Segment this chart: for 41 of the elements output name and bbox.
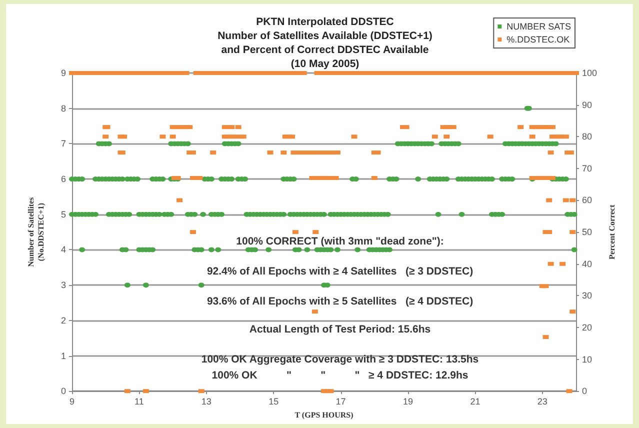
y-tick-label: 8 — [60, 103, 66, 114]
x-axis-title: T (GPS HOURS) — [294, 410, 354, 420]
y2-tick-label: 90 — [582, 100, 592, 110]
y-axis-title: Number of Satellites (No.DDSTEC+1) — [26, 197, 46, 267]
y2-tick-label: 60 — [582, 195, 592, 206]
x-tick-label: 23 — [537, 396, 548, 407]
chart-title: PKTN Interpolated DDSTEC Number of Satellites Available (DDSTEC+1) and Percent of Correct DDSTEC Available (10 May 2005) — [218, 16, 432, 70]
y-tick-label: 6 — [60, 174, 66, 184]
x-tick-label: 19 — [402, 396, 414, 407]
x-tick-label: 9 — [69, 396, 75, 407]
y2-axis-title: Percent Correct — [607, 204, 616, 260]
y2-tick-label: 0 — [582, 386, 588, 396]
x-tick-label: 15 — [268, 396, 279, 407]
annotation: 100% OK " " " ≥ 4 DDSTEC: 12.9hs — [212, 370, 468, 382]
y-tick-label: 1 — [60, 350, 66, 361]
y2-tick-label: 50 — [582, 227, 592, 238]
y-tick-label: 0 — [60, 386, 66, 396]
annotation: 92.4% of All Epochs with ≥ 4 Satellites (≥ 3 DDSTEC) — [206, 266, 474, 278]
annotation: Actual Length of Test Period: 15.6hs — [249, 324, 431, 336]
y-tick-label: 3 — [60, 280, 66, 290]
y-tick-label: 4 — [60, 244, 66, 255]
y2-tick-label: 20 — [582, 322, 592, 332]
legend-label: NUMBER SATS — [506, 22, 572, 32]
x-tick-label: 11 — [134, 396, 144, 407]
y-tick-label: 2 — [60, 315, 66, 326]
legend-label: %.DDSTEC.OK — [506, 34, 570, 44]
y2-tick-label: 10 — [582, 354, 592, 364]
annotation: 100% CORRECT (with 3mm "dead zone"): — [236, 236, 444, 248]
y2-tick-label: 100 — [582, 68, 598, 78]
y2-tick-label: 80 — [582, 132, 592, 142]
y-tick-label: 5 — [60, 209, 66, 220]
annotation: 100% OK Aggregate Coverage with ≥ 3 DDSTEC: 13.5hs — [201, 354, 479, 366]
y2-tick-label: 70 — [582, 163, 592, 174]
x-tick-label: 21 — [470, 396, 480, 407]
x-tick-label: 17 — [336, 396, 346, 407]
y-tick-label: 7 — [60, 138, 66, 149]
annotation: 93.6% of All Epochs with ≥ 5 Satellites (≥ 4 DDSTEC) — [206, 296, 474, 308]
x-tick-label: 13 — [201, 396, 212, 407]
y2-tick-label: 40 — [582, 258, 592, 269]
y2-tick-label: 30 — [582, 290, 592, 301]
y-tick-label: 9 — [60, 68, 66, 78]
